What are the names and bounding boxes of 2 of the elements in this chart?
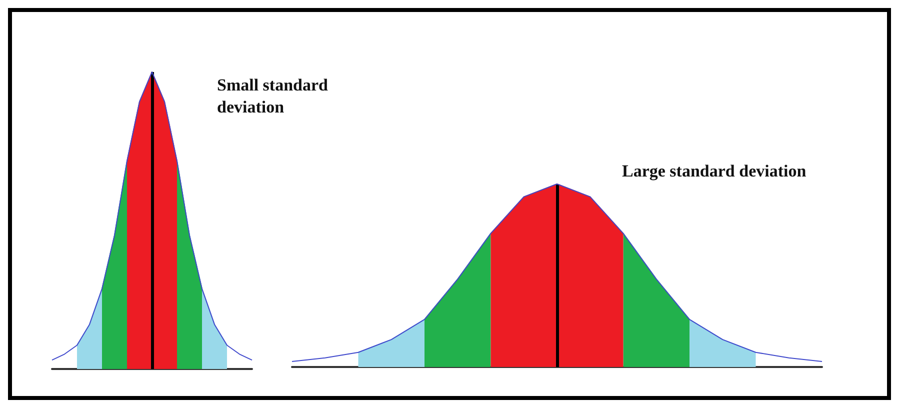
text: Large standard deviation <box>622 162 807 180</box>
annotation: Small standard deviation <box>217 76 332 116</box>
